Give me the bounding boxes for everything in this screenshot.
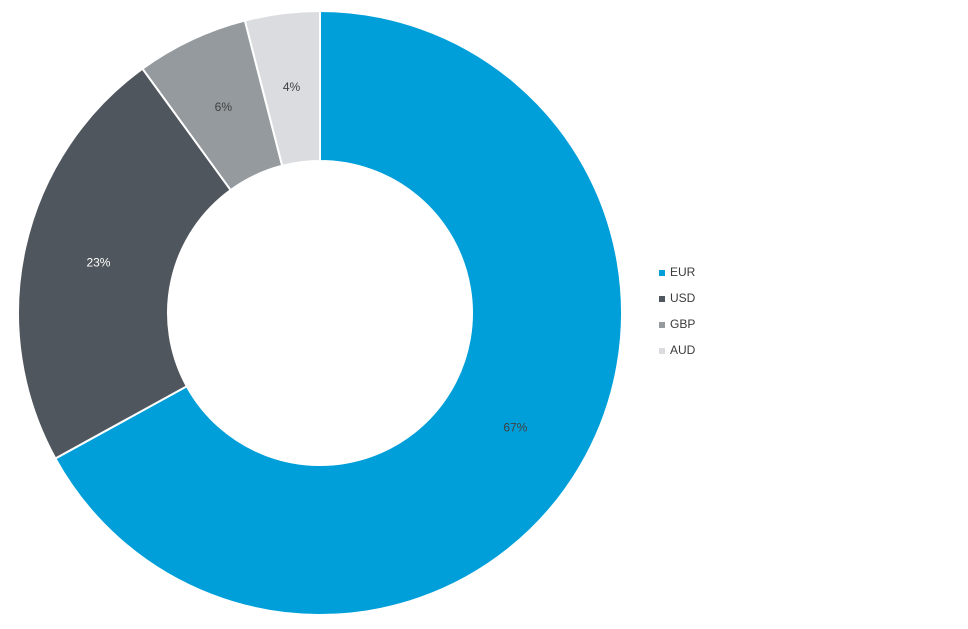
- legend-label-usd: USD: [670, 291, 696, 305]
- slice-eur: [53, 9, 623, 616]
- legend-label-aud: AUD: [670, 343, 696, 357]
- slice-usd: [17, 67, 233, 460]
- legend-swatch-aud: [659, 348, 665, 354]
- legend-label-gbp: GBP: [670, 317, 695, 331]
- donut-slices: [17, 9, 623, 616]
- legend-swatch-eur: [659, 270, 665, 276]
- legend-swatch-usd: [659, 296, 665, 302]
- slice-label-gbp: 6%: [215, 100, 233, 114]
- slice-label-eur: 67%: [503, 421, 527, 435]
- legend-label-eur: EUR: [670, 265, 696, 279]
- slice-label-usd: 23%: [86, 256, 110, 270]
- slice-labels: 67% 23% 6% 4%: [86, 80, 527, 435]
- legend-swatch-gbp: [659, 322, 665, 328]
- slice-label-aud: 4%: [283, 80, 301, 94]
- slice-aud: [243, 9, 321, 167]
- chart-legend: EUR USD GBP AUD: [659, 265, 696, 357]
